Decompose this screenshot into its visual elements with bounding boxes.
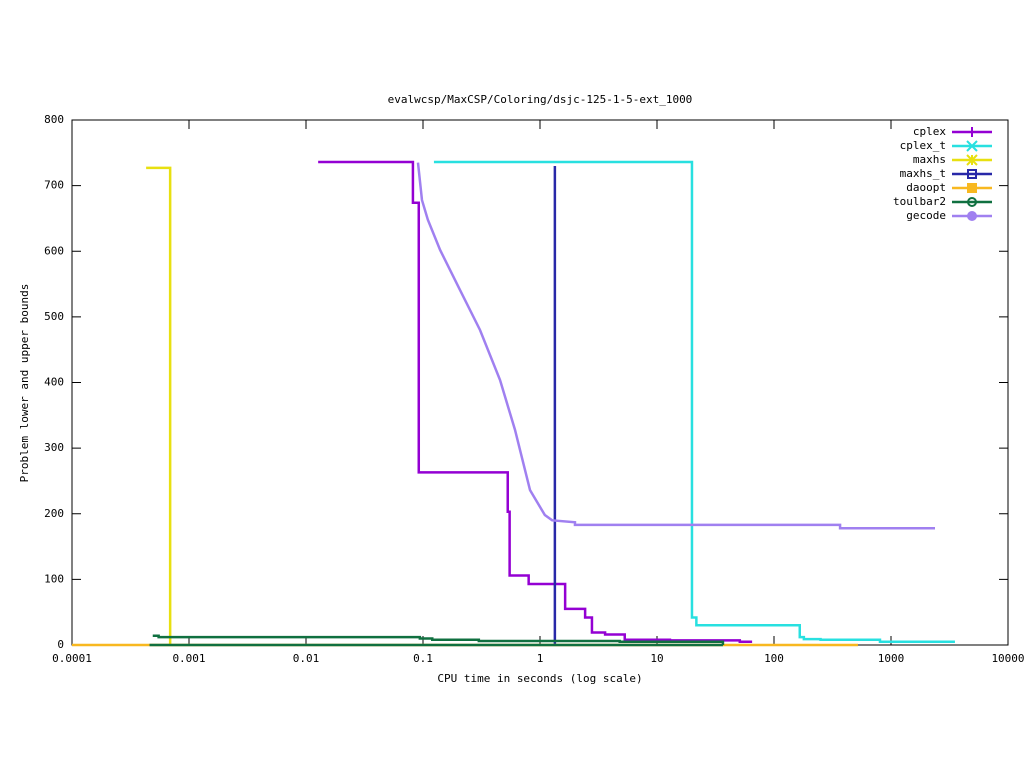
y-tick-label: 200	[44, 507, 64, 520]
y-tick-label: 400	[44, 376, 64, 389]
x-tick-label: 0.1	[413, 652, 433, 665]
series-line	[433, 160, 955, 643]
legend-label: cplex_t	[900, 139, 946, 152]
x-axis-label: CPU time in seconds (log scale)	[437, 672, 642, 685]
y-tick-label: 500	[44, 310, 64, 323]
plot-border	[71, 119, 1009, 646]
x-tick-label: 0.0001	[52, 652, 92, 665]
legend-marker-part	[967, 169, 977, 179]
legend-marker-part	[966, 140, 978, 152]
legend-label: cplex	[913, 125, 946, 138]
x-tick-label: 10000	[991, 652, 1024, 665]
legend-marker	[967, 127, 977, 137]
legend-marker-part	[967, 183, 977, 193]
y-tick-label: 700	[44, 179, 64, 192]
y-axis-label: Problem lower and upper bounds	[18, 284, 31, 483]
legend-label: maxhs_t	[900, 167, 946, 180]
legend-marker	[966, 140, 978, 152]
x-tick-label: 100	[764, 652, 784, 665]
y-tick-label: 600	[44, 244, 64, 257]
legend-marker-part	[967, 211, 977, 221]
legend-label: toulbar2	[893, 195, 946, 208]
x-tick-label: 1	[537, 652, 544, 665]
legend-label: maxhs	[913, 153, 946, 166]
x-tick-label: 0.01	[293, 652, 320, 665]
legend-marker	[966, 154, 978, 166]
x-tick-label: 1000	[878, 652, 905, 665]
y-tick-label: 0	[57, 638, 64, 651]
series-line	[416, 162, 935, 530]
y-tick-label: 300	[44, 441, 64, 454]
legend-marker	[967, 169, 977, 179]
legend-marker-part	[967, 197, 977, 207]
legend-label: gecode	[906, 209, 946, 222]
legend-marker-part	[966, 154, 978, 166]
y-tick-label: 100	[44, 572, 64, 585]
series-line	[152, 634, 725, 645]
y-tick-label: 800	[44, 113, 64, 126]
legend-marker	[967, 183, 977, 193]
chart-title: evalwcsp/MaxCSP/Coloring/dsjc-125-1-5-ex…	[388, 93, 693, 106]
x-tick-label: 0.001	[172, 652, 205, 665]
legend-marker	[967, 211, 977, 221]
series-line	[146, 166, 172, 645]
x-tick-label: 10	[650, 652, 663, 665]
series-line	[318, 160, 753, 643]
legend-marker	[967, 197, 977, 207]
legend-label: daoopt	[906, 181, 946, 194]
